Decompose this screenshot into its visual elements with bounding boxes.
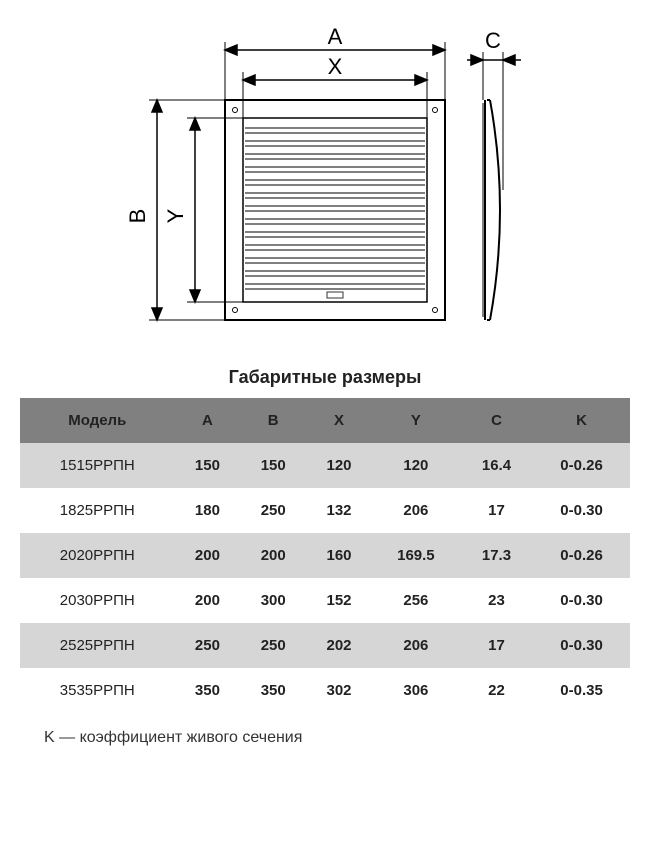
cell-value: 132 — [306, 488, 372, 533]
cell-value: 206 — [372, 488, 460, 533]
table-row: 2020РРПН200200160169.517.30-0.26 — [20, 533, 630, 578]
dimensions-diagram: A X B — [20, 20, 630, 355]
dimensions-table: Модель A B X Y C K 1515РРПН1501501201201… — [20, 398, 630, 713]
footnote: K — коэффициент живого сечения — [44, 729, 630, 747]
col-k: K — [533, 398, 630, 443]
cell-model: 2030РРПН — [20, 578, 175, 623]
cell-model: 1515РРПН — [20, 443, 175, 488]
dim-b: B — [125, 209, 150, 224]
cell-value: 180 — [175, 488, 241, 533]
table-row: 2525РРПН250250202206170-0.30 — [20, 623, 630, 668]
cell-value: 206 — [372, 623, 460, 668]
col-c: C — [460, 398, 533, 443]
cell-value: 0-0.30 — [533, 623, 630, 668]
cell-value: 200 — [175, 533, 241, 578]
cell-value: 150 — [240, 443, 306, 488]
cell-value: 350 — [175, 668, 241, 713]
col-y: Y — [372, 398, 460, 443]
cell-value: 0-0.30 — [533, 578, 630, 623]
cell-value: 200 — [175, 578, 241, 623]
cell-value: 23 — [460, 578, 533, 623]
cell-value: 350 — [240, 668, 306, 713]
cell-value: 0-0.26 — [533, 443, 630, 488]
cell-value: 17 — [460, 623, 533, 668]
cell-value: 22 — [460, 668, 533, 713]
cell-value: 0-0.35 — [533, 668, 630, 713]
dim-y: Y — [163, 208, 188, 223]
table-row: 3535РРПН350350302306220-0.35 — [20, 668, 630, 713]
cell-value: 250 — [240, 623, 306, 668]
cell-value: 120 — [372, 443, 460, 488]
cell-value: 152 — [306, 578, 372, 623]
col-a: A — [175, 398, 241, 443]
cell-model: 3535РРПН — [20, 668, 175, 713]
cell-model: 2020РРПН — [20, 533, 175, 578]
cell-value: 302 — [306, 668, 372, 713]
cell-value: 160 — [306, 533, 372, 578]
cell-value: 202 — [306, 623, 372, 668]
dim-c: C — [485, 28, 501, 53]
cell-value: 256 — [372, 578, 460, 623]
table-row: 2030РРПН200300152256230-0.30 — [20, 578, 630, 623]
cell-value: 120 — [306, 443, 372, 488]
section-title: Габаритные размеры — [20, 367, 630, 388]
table-row: 1825РРПН180250132206170-0.30 — [20, 488, 630, 533]
col-model: Модель — [20, 398, 175, 443]
cell-value: 17.3 — [460, 533, 533, 578]
cell-value: 17 — [460, 488, 533, 533]
cell-value: 16.4 — [460, 443, 533, 488]
cell-value: 150 — [175, 443, 241, 488]
dim-x: X — [328, 54, 343, 79]
cell-model: 2525РРПН — [20, 623, 175, 668]
cell-value: 0-0.30 — [533, 488, 630, 533]
cell-model: 1825РРПН — [20, 488, 175, 533]
grille-svg: A X B — [95, 20, 555, 350]
cell-value: 0-0.26 — [533, 533, 630, 578]
col-b: B — [240, 398, 306, 443]
cell-value: 250 — [175, 623, 241, 668]
cell-value: 250 — [240, 488, 306, 533]
cell-value: 306 — [372, 668, 460, 713]
table-row: 1515РРПН15015012012016.40-0.26 — [20, 443, 630, 488]
cell-value: 200 — [240, 533, 306, 578]
cell-value: 300 — [240, 578, 306, 623]
cell-value: 169.5 — [372, 533, 460, 578]
dim-a: A — [328, 24, 343, 49]
table-header-row: Модель A B X Y C K — [20, 398, 630, 443]
col-x: X — [306, 398, 372, 443]
